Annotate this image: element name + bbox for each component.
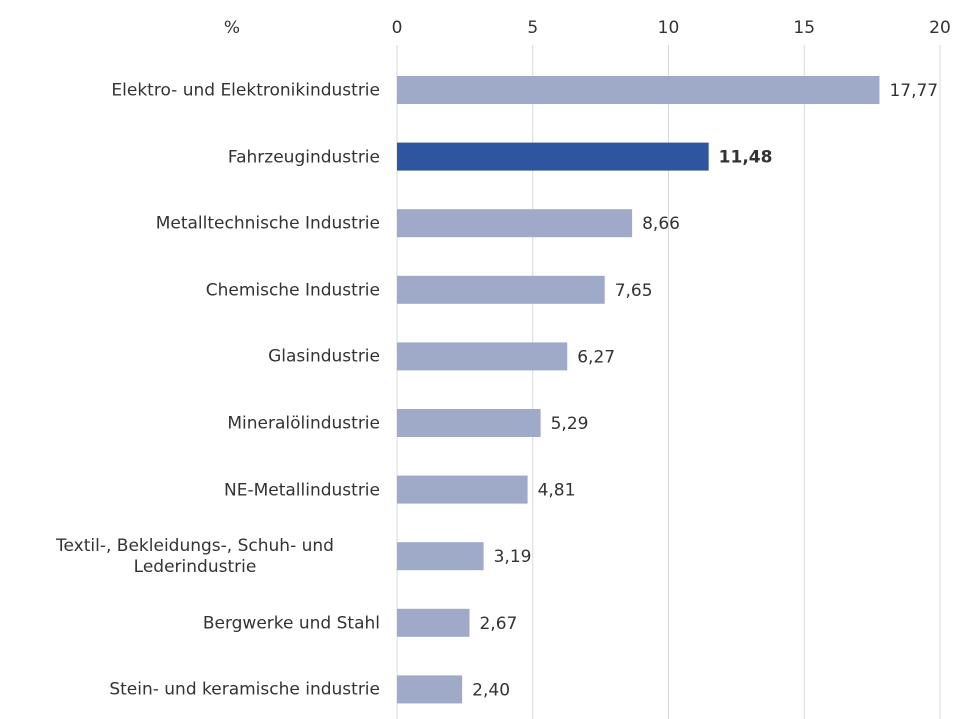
category-label: Metalltechnische Industrie [155, 213, 380, 234]
bar [397, 475, 528, 504]
bar [397, 608, 470, 637]
value-label: 11,48 [719, 148, 773, 168]
bar [397, 542, 484, 571]
category-label: Bergwerke und Stahl [202, 613, 380, 634]
bar [397, 275, 605, 304]
category-label: Mineralölindustrie [227, 413, 380, 434]
value-label: 4,81 [538, 481, 576, 501]
value-label: 7,65 [615, 281, 653, 301]
category-label: Stein- und keramische industrie [109, 679, 380, 700]
x-tick-label: 0 [392, 18, 403, 38]
bar [397, 409, 541, 437]
x-tick-label: 15 [793, 18, 815, 38]
bar [397, 142, 709, 171]
x-tick-label: 5 [527, 18, 538, 38]
value-label: 8,66 [642, 214, 680, 234]
value-label: 2,40 [472, 680, 510, 700]
category-label: Elektro- und Elektronikindustrie [111, 80, 380, 101]
value-label: 2,67 [479, 614, 517, 634]
category-label: Chemische Industrie [205, 280, 380, 301]
x-tick-label: 20 [929, 18, 951, 38]
value-label: 5,29 [551, 414, 589, 434]
bar [397, 76, 880, 104]
category-label: Fahrzeugindustrie [227, 147, 380, 168]
category-label: Glasindustrie [268, 346, 380, 367]
bar [397, 675, 463, 704]
bar [397, 342, 568, 371]
unit-label: % [224, 18, 240, 38]
category-label: NE-Metallindustrie [223, 480, 380, 501]
x-tick-label: 10 [658, 18, 680, 38]
bar [397, 209, 633, 238]
value-label: 6,27 [577, 347, 615, 367]
value-label: 3,19 [494, 547, 532, 567]
category-label: Textil-, Bekleidungs-, Schuh- und Lederi… [56, 536, 334, 578]
value-label: 17,77 [889, 81, 938, 101]
